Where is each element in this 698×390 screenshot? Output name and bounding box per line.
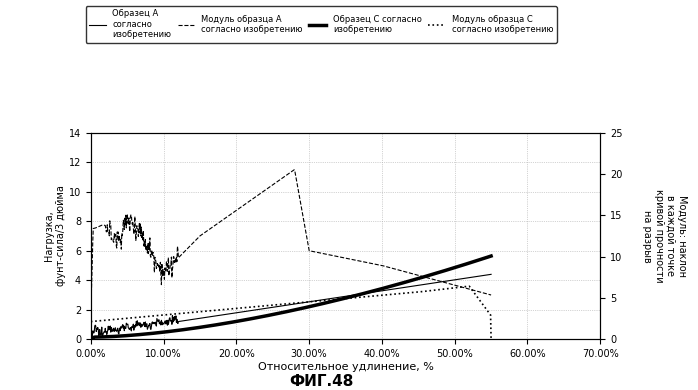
- Text: ФИГ.48: ФИГ.48: [289, 374, 353, 389]
- Y-axis label: Модуль: наклон
в каждой точке
кривой прочности
на разрыв: Модуль: наклон в каждой точке кривой про…: [642, 189, 687, 283]
- Legend: Образец А
согласно
изобретению, Модуль образца А
согласно изобретению, Образец С: Образец А согласно изобретению, Модуль о…: [86, 6, 556, 43]
- X-axis label: Относительное удлинение, %: Относительное удлинение, %: [258, 362, 433, 372]
- Y-axis label: Нагрузка,
фунт-сила/3 дюйма: Нагрузка, фунт-сила/3 дюйма: [44, 186, 66, 286]
